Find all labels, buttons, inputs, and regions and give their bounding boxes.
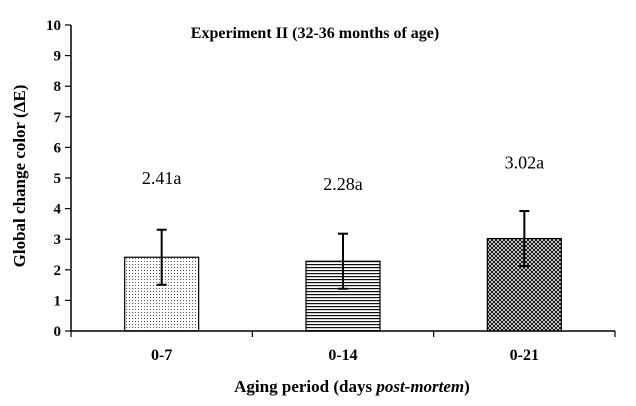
x-category-label: 0-21 — [510, 347, 539, 364]
error-bars — [156, 210, 530, 290]
data-labels: 2.41a 2.28a 3.02a — [142, 153, 544, 194]
y-tick-label: 4 — [54, 202, 62, 218]
y-tick-label: 6 — [54, 140, 62, 156]
y-tick-label: 1 — [54, 293, 62, 309]
y-tick-label: 3 — [54, 232, 62, 248]
x-axis-title-italic: post-mortem — [374, 377, 464, 396]
y-axis-ticks: 0 1 2 3 4 5 6 7 8 9 10 — [46, 18, 71, 340]
y-tick-label: 2 — [54, 263, 62, 279]
y-tick-label: 5 — [54, 171, 62, 187]
y-tick-label: 10 — [46, 18, 61, 34]
y-tick-label: 9 — [54, 49, 62, 65]
data-label-0-7: 2.41a — [142, 168, 182, 188]
y-axis-title: Global change color (ΔE) — [10, 85, 29, 268]
x-category-label: 0-7 — [151, 347, 172, 364]
x-axis-title-suffix: ) — [464, 377, 470, 396]
chart-title: Experiment II (32-36 months of age) — [191, 25, 439, 42]
x-axis-ticks: 0-7 0-14 0-21 — [70, 331, 616, 364]
y-tick-label: 0 — [54, 324, 62, 340]
y-tick-label: 8 — [54, 79, 62, 95]
x-category-label: 0-14 — [328, 347, 357, 364]
y-tick-label: 7 — [54, 110, 62, 126]
data-label-0-14: 2.28a — [323, 174, 363, 194]
x-axis-title: Aging period (days post-mortem) — [234, 377, 470, 396]
data-label-0-21: 3.02a — [505, 153, 545, 173]
x-axis-title-prefix: Aging period (days — [234, 377, 376, 396]
